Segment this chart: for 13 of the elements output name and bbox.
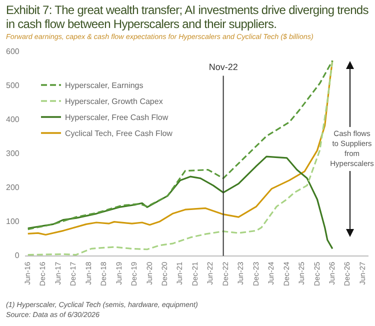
legend-label: Cyclical Tech, Free Cash Flow	[65, 128, 172, 138]
y-tick-label: 0	[14, 251, 20, 260]
ref-line-label: Nov-22	[208, 62, 238, 72]
y-tick-label: 300	[6, 149, 20, 158]
y-tick-label: 100	[6, 217, 20, 226]
legend-label: Hyperscaler, Earnings	[65, 80, 144, 90]
y-tick-label: 600	[6, 47, 20, 56]
y-tick-label: 200	[6, 183, 20, 192]
legend-label: Hyperscaler, Growth Capex	[65, 96, 163, 106]
legend-label: Hyperscaler, Free Cash Flow	[65, 112, 168, 122]
chart-title: Exhibit 7: The great wealth transfer; AI investments drive diverging trends in cash flow between Hyperscalers and their suppliers.	[5, 2, 370, 31]
y-tick-label: 400	[6, 115, 20, 124]
y-tick-label: 500	[6, 81, 20, 90]
